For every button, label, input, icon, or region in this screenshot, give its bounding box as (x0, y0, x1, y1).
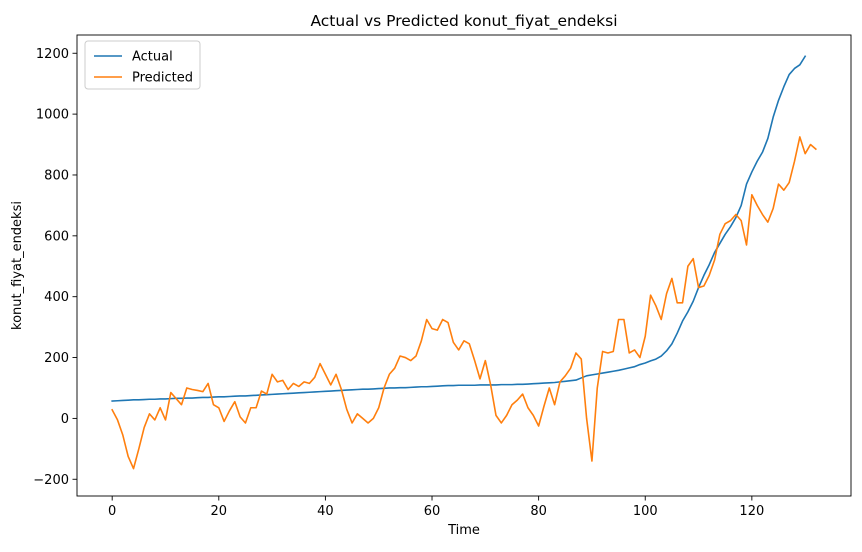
x-tick-label: 120 (739, 504, 764, 519)
series-line-predicted (111, 136, 817, 470)
y-tick-label: 1000 (36, 108, 69, 123)
x-tick-label: 0 (108, 504, 116, 519)
y-tick-label: −200 (33, 473, 69, 488)
legend: Actual Predicted (84, 40, 201, 90)
chart-title: Actual vs Predicted konut_fiyat_endeksi (310, 12, 617, 31)
y-tick-label: 200 (44, 351, 69, 366)
x-tick-label: 100 (633, 504, 658, 519)
y-tick-label: 0 (61, 412, 69, 427)
y-tick-label: 600 (44, 229, 69, 244)
y-tick-label: 800 (44, 168, 69, 183)
y-tick-label: 1200 (36, 47, 69, 62)
y-axis-label: konut_fiyat_endeksi (10, 201, 25, 330)
y-axis-ticks: −200 0 200 400 600 800 1000 1200 (33, 47, 77, 488)
series-line-actual (111, 55, 807, 402)
legend-label-predicted: Predicted (132, 71, 193, 86)
x-tick-label: 40 (317, 504, 334, 519)
x-axis-label: Time (447, 523, 480, 538)
plot-frame (76, 34, 852, 497)
y-tick-label: 400 (44, 290, 69, 305)
x-tick-label: 80 (530, 504, 547, 519)
x-axis-ticks: 0 20 40 60 80 100 120 (108, 496, 764, 519)
legend-label-actual: Actual (132, 50, 173, 65)
x-tick-label: 60 (424, 504, 441, 519)
x-tick-label: 20 (211, 504, 228, 519)
plot-lines (111, 55, 817, 470)
